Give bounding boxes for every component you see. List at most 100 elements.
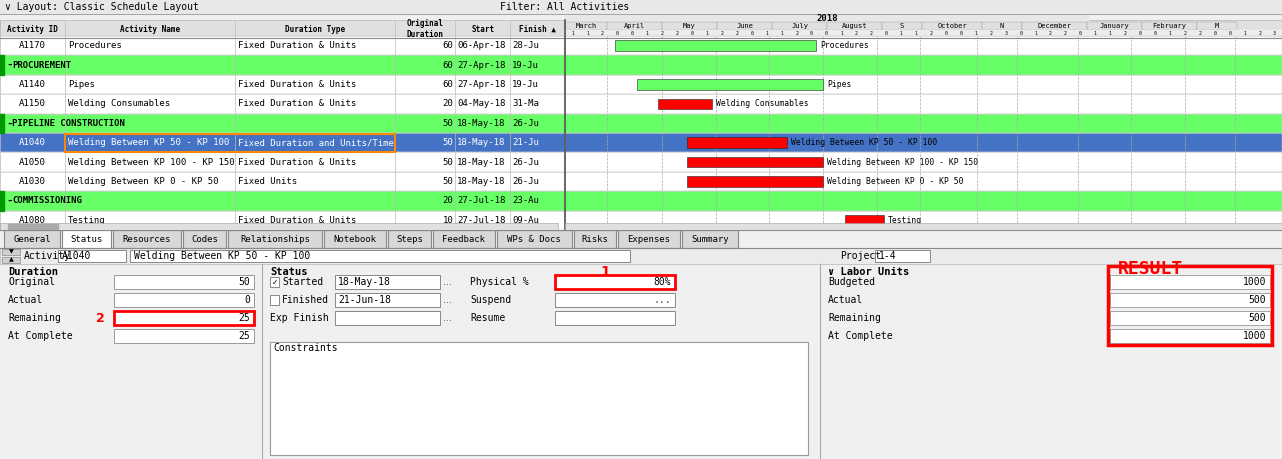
Text: Testing: Testing [888, 216, 922, 225]
Text: 19-Ju: 19-Ju [512, 61, 538, 70]
Text: January: January [1100, 23, 1129, 29]
Bar [565, 75, 1282, 94]
Text: Fixed Units: Fixed Units [238, 177, 297, 186]
Bar [565, 94, 1282, 113]
Text: Welding Between KP 100 - KP 150: Welding Between KP 100 - KP 150 [827, 157, 978, 167]
Text: 20: 20 [442, 196, 453, 205]
Text: 0: 0 [945, 30, 947, 35]
Bar [1110, 311, 1270, 325]
Text: Pipes: Pipes [68, 80, 95, 89]
Text: A1140: A1140 [19, 80, 46, 89]
Bar [335, 293, 440, 307]
Text: M: M [1215, 23, 1219, 29]
Text: 0: 0 [1079, 30, 1082, 35]
Text: 31-Ma: 31-Ma [512, 100, 538, 108]
Bar [0, 75, 565, 94]
Text: 18-May-18: 18-May-18 [458, 177, 505, 186]
Text: Duration Type: Duration Type [285, 24, 345, 34]
Text: Pipes: Pipes [827, 80, 851, 89]
Text: 2018: 2018 [817, 13, 837, 22]
Bar [687, 157, 823, 168]
Text: Original: Original [8, 277, 55, 287]
Text: 06-Apr-18: 06-Apr-18 [458, 41, 505, 50]
Text: 1: 1 [765, 30, 768, 35]
Text: Welding Between KP 50 - KP 100: Welding Between KP 50 - KP 100 [791, 138, 937, 147]
Text: Steps: Steps [396, 235, 423, 244]
Text: Original
Duration: Original Duration [406, 19, 444, 39]
Text: 2: 2 [1258, 30, 1261, 35]
Bar [388, 230, 431, 248]
Text: May: May [683, 23, 696, 29]
Text: Activity Name: Activity Name [121, 24, 181, 34]
Text: 1: 1 [1094, 30, 1097, 35]
Text: RESULT: RESULT [1118, 260, 1183, 278]
Text: 2: 2 [1124, 30, 1127, 35]
Text: Expenses: Expenses [628, 235, 670, 244]
Text: Fixed Duration & Units: Fixed Duration & Units [238, 100, 356, 108]
Text: PIPELINE CONSTRUCTION: PIPELINE CONSTRUCTION [13, 119, 126, 128]
Bar [0, 113, 565, 133]
Text: 0: 0 [1154, 30, 1156, 35]
Text: 0: 0 [826, 30, 828, 35]
Text: General: General [13, 235, 51, 244]
Text: 1: 1 [840, 30, 842, 35]
Text: -: - [6, 196, 13, 206]
Text: 0: 0 [750, 30, 754, 35]
Bar [324, 230, 386, 248]
Text: Relationships: Relationships [240, 235, 310, 244]
Bar [0, 36, 565, 56]
Text: Procedures: Procedures [68, 41, 122, 50]
Text: Resume: Resume [470, 313, 505, 323]
Text: At Complete: At Complete [828, 331, 892, 341]
Text: 0: 0 [1228, 30, 1231, 35]
Bar [1087, 22, 1142, 30]
Bar [659, 99, 712, 109]
Bar [687, 176, 823, 187]
Bar [565, 172, 1282, 191]
Bar [0, 248, 1282, 264]
Text: 28-Ju: 28-Ju [512, 41, 538, 50]
Text: 18-May-18: 18-May-18 [458, 119, 505, 128]
Text: Fixed Duration & Units: Fixed Duration & Units [238, 41, 356, 50]
Text: Fixed Duration and Units/Time: Fixed Duration and Units/Time [238, 138, 394, 147]
Bar [62, 230, 110, 248]
Bar [565, 152, 1282, 172]
Text: Welding Between KP 0 - KP 50: Welding Between KP 0 - KP 50 [827, 177, 964, 186]
Text: Activity: Activity [24, 251, 72, 261]
Text: Start: Start [470, 24, 495, 34]
Text: 0: 0 [245, 295, 250, 305]
Text: Actual: Actual [8, 295, 44, 305]
Text: -: - [6, 118, 13, 129]
Bar [555, 293, 676, 307]
Text: A1080: A1080 [19, 216, 46, 225]
Text: S: S [900, 23, 904, 29]
Bar [687, 137, 787, 148]
Bar [0, 172, 565, 191]
Text: Remaining: Remaining [8, 313, 62, 323]
Text: 0: 0 [1213, 30, 1217, 35]
Text: Welding Between KP 50 - KP 100: Welding Between KP 50 - KP 100 [68, 138, 229, 147]
Bar [335, 311, 440, 325]
Text: 26-Ju: 26-Ju [512, 157, 538, 167]
Text: 1: 1 [646, 30, 649, 35]
Text: October: October [937, 23, 967, 29]
Bar [0, 0, 1282, 14]
Text: At Complete: At Complete [8, 331, 73, 341]
Text: A1030: A1030 [19, 177, 46, 186]
Text: 50: 50 [442, 157, 453, 167]
Text: Welding Between KP 100 - KP 150: Welding Between KP 100 - KP 150 [68, 157, 235, 167]
Text: 20: 20 [442, 100, 453, 108]
Bar [555, 311, 676, 325]
Text: July: July [791, 23, 808, 29]
Text: Risks: Risks [582, 235, 609, 244]
Text: 19-Ju: 19-Ju [512, 80, 538, 89]
Bar [565, 30, 1282, 36]
Bar [0, 223, 558, 230]
Text: 21-Ju: 21-Ju [512, 138, 538, 147]
Text: 2: 2 [990, 30, 992, 35]
Bar [1110, 329, 1270, 343]
Bar [845, 215, 885, 226]
Bar [0, 191, 4, 211]
Text: June: June [736, 23, 753, 29]
Text: Physical %: Physical % [470, 277, 529, 287]
